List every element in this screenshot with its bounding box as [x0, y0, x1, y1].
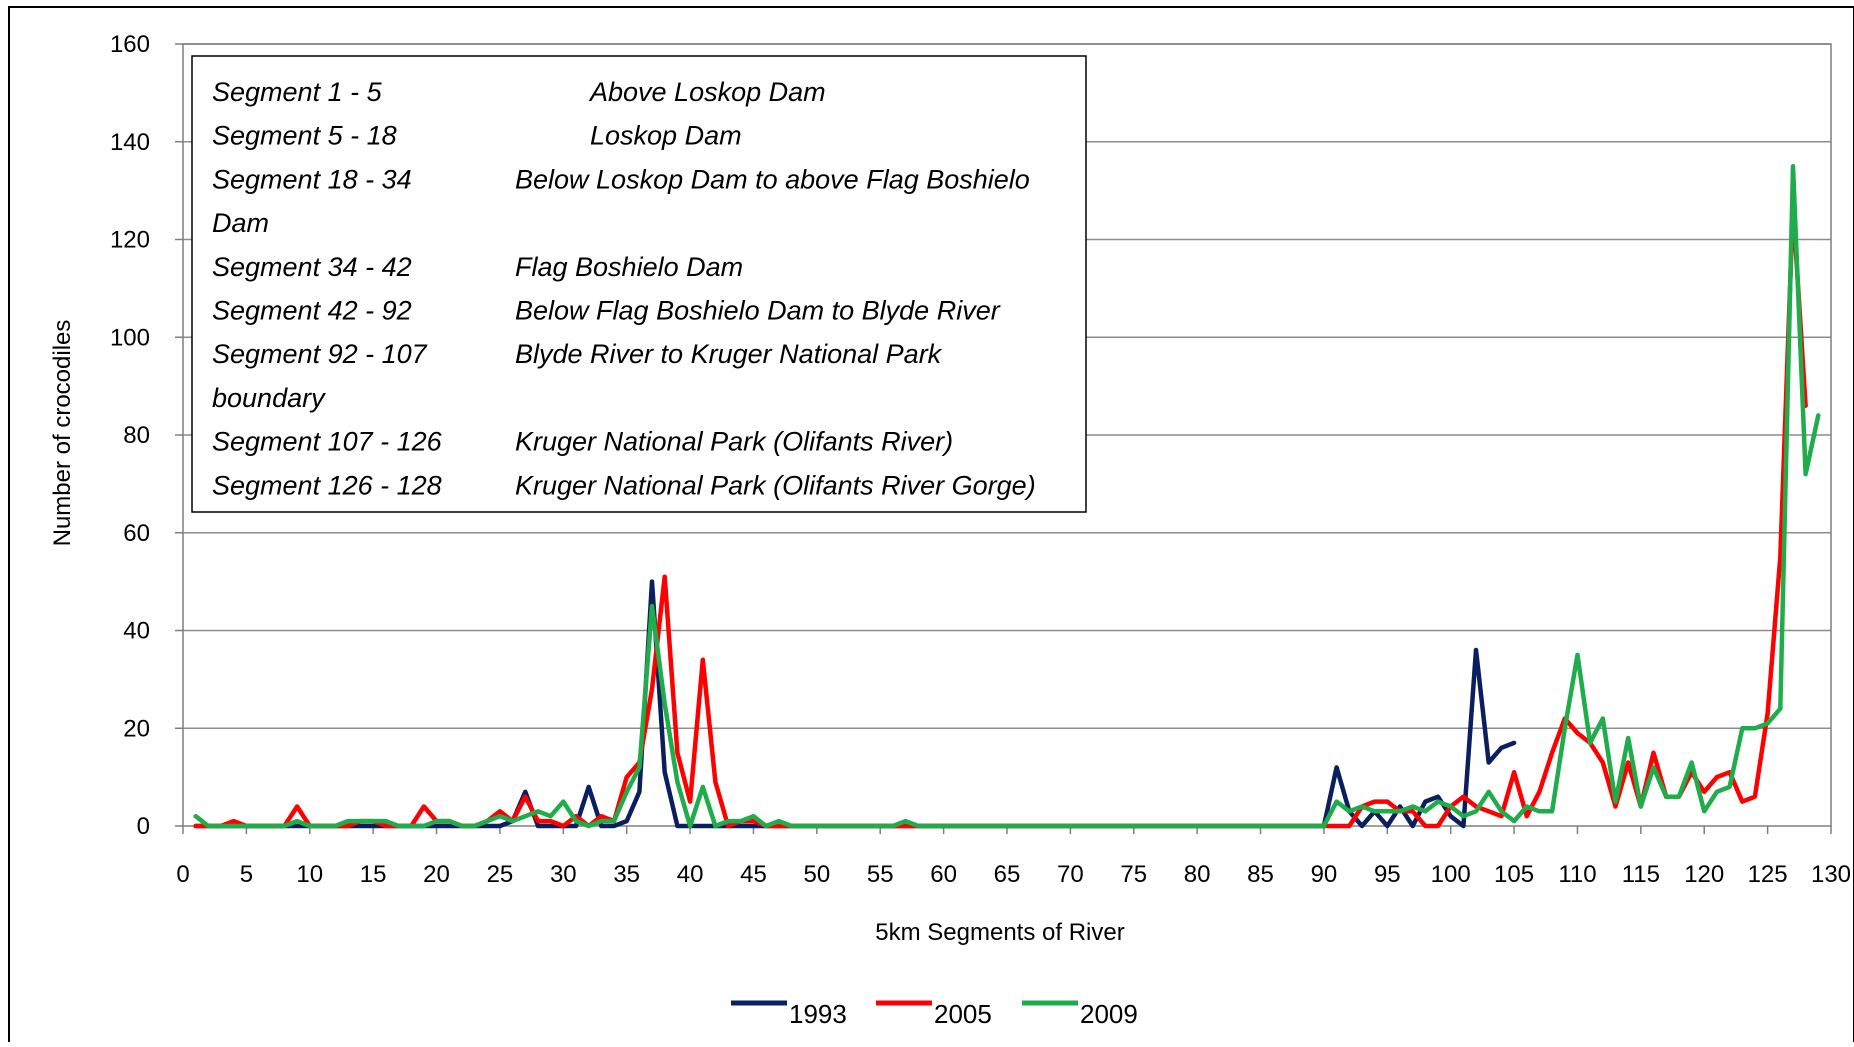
annotation-segment-description: Below Flag Boshielo Dam to Blyde River [515, 296, 1001, 326]
y-axis-title: Number of crocodiles [49, 320, 76, 547]
x-tick-label: 5 [240, 861, 253, 888]
annotation-segment-label: Segment 18 - 34 [212, 164, 412, 194]
x-tick-label: 95 [1374, 861, 1401, 888]
annotation-segment-label: Segment 42 - 92 [212, 296, 412, 326]
x-tick-label: 65 [994, 861, 1021, 888]
annotation-segment-label: Segment 126 - 128 [212, 470, 442, 500]
y-tick-label: 40 [123, 618, 150, 645]
legend-label-2009: 2009 [1080, 999, 1138, 1029]
y-tick-label: 60 [123, 520, 150, 547]
x-tick-label: 115 [1622, 861, 1660, 888]
x-tick-label: 20 [423, 861, 450, 888]
x-tick-label: 90 [1311, 861, 1338, 888]
annotation-box-frame [191, 55, 1087, 513]
legend: 1993 2005 2009 [731, 999, 1138, 1029]
x-tick-label: 80 [1184, 861, 1211, 888]
x-tick-label: 105 [1494, 861, 1534, 888]
x-tick-label: 85 [1247, 861, 1274, 888]
annotation-segment-description: Kruger National Park (Olifants River Gor… [515, 470, 1036, 500]
x-tick-label: 35 [613, 861, 640, 888]
annotation-segment-label: boundary [212, 383, 326, 413]
y-tick-label: 140 [110, 129, 150, 156]
y-tick-label: 120 [110, 227, 150, 254]
x-tick-label: 40 [677, 861, 704, 888]
x-tick-label: 125 [1748, 861, 1788, 888]
axes: 0 20 40 60 80 100 120 140 160 0 5 10 15 20 25 30 35 40 45 5… [110, 31, 1851, 888]
y-tick-label: 20 [123, 715, 150, 742]
legend-label-1993: 1993 [789, 999, 847, 1029]
x-tick-label: 60 [930, 861, 957, 888]
series-line-2009 [193, 163, 1821, 829]
x-tick-label: 100 [1431, 861, 1471, 888]
x-tick-label: 50 [803, 861, 830, 888]
annotation-segment-description: Above Loskop Dam [588, 77, 826, 107]
annotation-segment-label: Segment 107 - 126 [212, 427, 443, 457]
x-tick-label: 25 [487, 861, 514, 888]
annotation-segment-description: Below Loskop Dam to above Flag Boshielo [515, 164, 1030, 194]
x-tick-label: 15 [360, 861, 387, 888]
annotation-segment-label: Segment 1 - 5 [212, 77, 383, 107]
annotation-segment-label: Segment 92 - 107 [212, 339, 428, 369]
data-series [193, 163, 1821, 829]
x-tick-label: 75 [1120, 861, 1147, 888]
y-tick-label: 80 [123, 422, 150, 449]
x-tick-label: 120 [1684, 861, 1724, 888]
x-tick-label: 45 [740, 861, 767, 888]
legend-label-2005: 2005 [934, 999, 992, 1029]
annotation-segment-label: Segment 34 - 42 [212, 252, 412, 282]
x-axis-title: 5km Segments of River [875, 919, 1124, 946]
annotation-segment-label: Dam [212, 208, 269, 238]
x-tick-label: 130 [1811, 861, 1851, 888]
x-tick-label: 55 [867, 861, 894, 888]
segment-annotation-box: Segment 1 - 5 Above Loskop Dam Segment 5 -… [191, 55, 1087, 513]
x-tick-label: 70 [1057, 861, 1084, 888]
annotation-segment-description: Blyde River to Kruger National Park [515, 339, 943, 369]
annotation-segment-description: Kruger National Park (Olifants River) [515, 427, 953, 457]
y-tick-label: 0 [137, 813, 150, 840]
x-tick-label: 0 [176, 861, 189, 888]
x-tick-label: 30 [550, 861, 577, 888]
y-tick-label: 160 [110, 31, 150, 58]
annotation-segment-description: Flag Boshielo Dam [515, 252, 743, 282]
x-tick-label: 10 [296, 861, 323, 888]
y-tick-label: 100 [110, 324, 150, 351]
annotation-segment-label: Segment 5 - 18 [212, 121, 397, 151]
annotation-segment-description: Loskop Dam [590, 121, 742, 151]
x-tick-label: 110 [1558, 861, 1596, 888]
